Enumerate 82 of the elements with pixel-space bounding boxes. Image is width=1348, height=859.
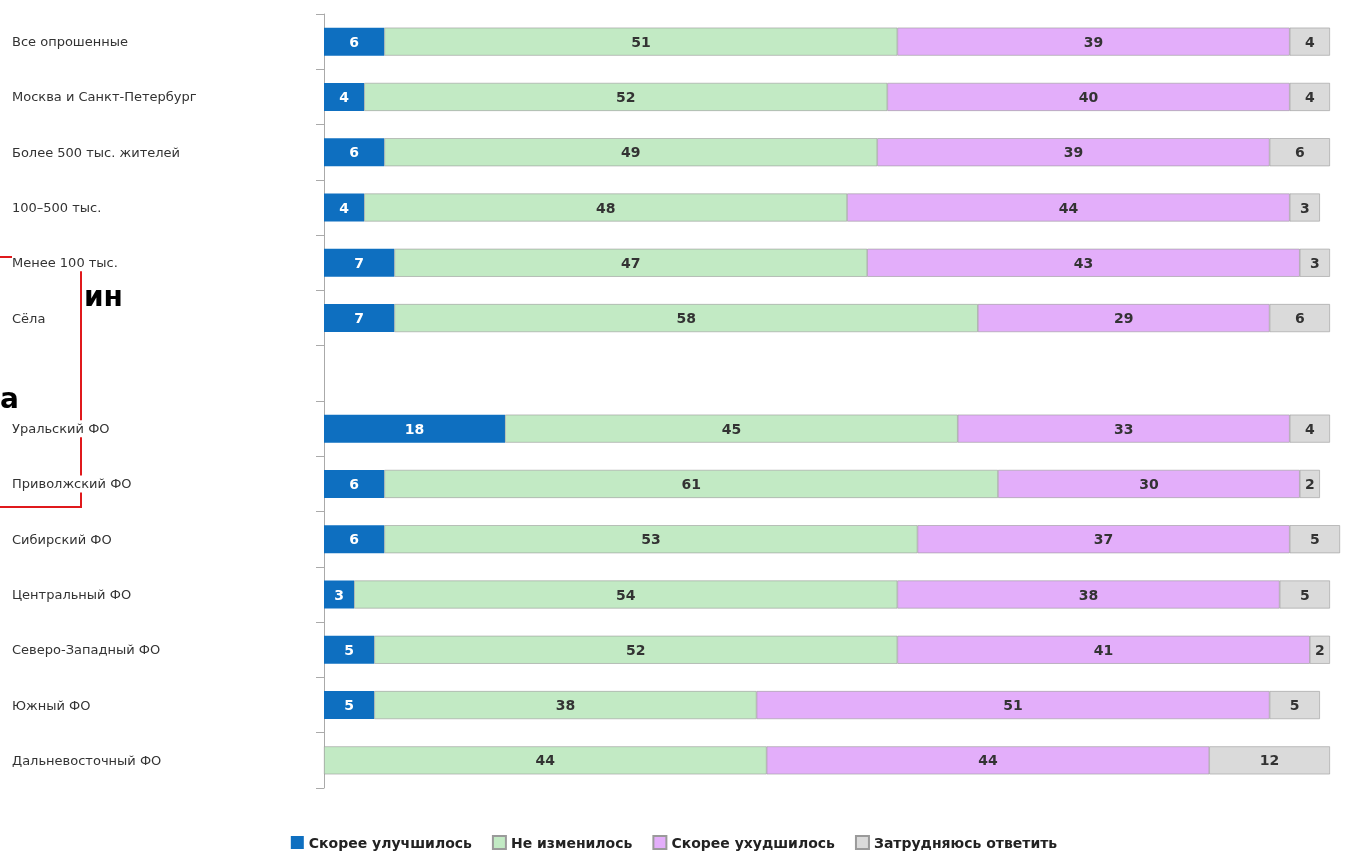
data-label: 39 (1063, 144, 1084, 161)
data-label: 2 (1315, 641, 1325, 658)
data-label: 18 (404, 420, 425, 437)
data-label: 44 (978, 752, 998, 769)
data-label: 40 (1078, 88, 1099, 105)
bar (324, 525, 385, 554)
y-tick-label: Южный ФО (12, 697, 91, 713)
y-tick-label: Сёла (12, 310, 46, 326)
data-label: 39 (1083, 33, 1104, 50)
data-label: 44 (1058, 199, 1079, 216)
data-label: 6 (1294, 310, 1305, 327)
y-tick-label: Менее 100 тыс. (12, 255, 118, 271)
legend-label: Затрудняюсь ответить (873, 834, 1058, 851)
legend-label: Скорее ухудшилось (671, 834, 836, 851)
data-label: 7 (354, 254, 365, 271)
data-label: 12 (1259, 752, 1280, 769)
data-label: 58 (676, 310, 696, 327)
bar (324, 248, 395, 277)
data-label: 54 (616, 586, 636, 603)
bar (324, 27, 385, 56)
data-label: 4 (1304, 33, 1315, 50)
bar (324, 414, 506, 443)
bar (324, 82, 365, 111)
data-label: 5 (1299, 586, 1310, 603)
data-label: 3 (334, 586, 344, 603)
y-tick-label: Дальневосточный ФО (12, 752, 162, 768)
data-label: 6 (1294, 144, 1305, 161)
data-label: 4 (339, 199, 350, 216)
y-tick-label: Москва и Санкт-Петербург (12, 89, 197, 105)
data-label: 41 (1093, 641, 1114, 658)
data-label: 30 (1139, 475, 1159, 492)
data-label: 4 (1304, 420, 1315, 437)
bar (324, 138, 385, 167)
data-label: 6 (349, 33, 360, 50)
data-label: 5 (344, 641, 355, 658)
data-label: 47 (621, 254, 641, 271)
data-label: 51 (631, 33, 651, 50)
data-label: 49 (621, 144, 641, 161)
data-label: 4 (339, 88, 350, 105)
y-tick-label: Северо-Западный ФО (12, 642, 161, 658)
bar (324, 193, 365, 222)
data-label: 38 (555, 697, 576, 714)
data-label: 5 (1309, 531, 1320, 548)
data-label: 5 (344, 697, 355, 714)
data-label: 6 (349, 144, 360, 161)
data-label: 3 (1309, 254, 1320, 271)
data-label: 33 (1113, 420, 1134, 437)
bar (324, 691, 375, 720)
data-label: 52 (626, 641, 646, 658)
data-label: 37 (1093, 531, 1114, 548)
data-label: 2 (1304, 475, 1315, 492)
data-label: 4 (1304, 88, 1315, 105)
text: ин (84, 280, 123, 313)
bar (324, 635, 375, 664)
data-label: 7 (354, 310, 365, 327)
y-tick-label: Центральный ФО (12, 587, 132, 602)
data-label: 45 (721, 420, 742, 437)
y-tick-label: Уральский ФО (12, 421, 110, 437)
data-label: 43 (1073, 254, 1094, 271)
y-tick-label: 100–500 тыс. (12, 200, 102, 215)
y-tick-label: Более 500 тыс. жителей (12, 144, 180, 160)
bar (324, 304, 395, 333)
bar (324, 469, 385, 498)
y-tick-label: Приволжский ФО (12, 476, 132, 492)
data-label: 51 (1003, 697, 1023, 714)
data-label: 3 (1299, 199, 1310, 216)
y-tick-label: Все опрошенные (12, 34, 129, 50)
text: а (0, 382, 19, 415)
data-label: 29 (1113, 310, 1134, 327)
data-label: 61 (681, 475, 701, 492)
data-label: 53 (641, 531, 661, 548)
data-label: 6 (349, 531, 360, 548)
data-label: 44 (535, 752, 556, 769)
data-label: 5 (1289, 697, 1300, 714)
y-tick-label: Сибирский ФО (12, 531, 112, 547)
data-label: 6 (349, 475, 360, 492)
data-label: 38 (1078, 586, 1099, 603)
data-label: 48 (595, 199, 616, 216)
data-label: 52 (616, 88, 636, 105)
legend-label: Не изменилось (510, 834, 633, 851)
legend-label: Скорее улучшилось (308, 834, 473, 851)
bar (324, 580, 355, 609)
